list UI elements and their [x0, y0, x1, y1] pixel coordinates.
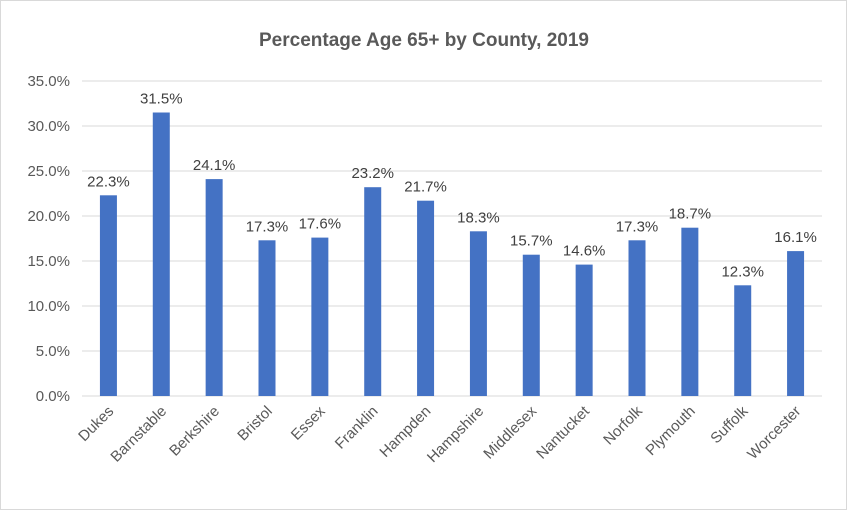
chart-title: Percentage Age 65+ by County, 2019: [259, 30, 589, 51]
x-category-label: Dukes: [75, 403, 117, 445]
x-category-label: Norfolk: [600, 402, 646, 448]
x-category-label: Barnstable: [107, 403, 170, 466]
data-label: 17.6%: [299, 216, 342, 233]
y-tick-label: 10.0%: [27, 298, 70, 315]
data-label: 15.7%: [510, 233, 553, 250]
x-category-label: Worcester: [744, 403, 804, 463]
x-category-label: Berkshire: [166, 403, 223, 460]
x-category-label: Bristol: [234, 403, 275, 444]
data-label: 24.1%: [193, 157, 236, 174]
bar-dukes: [99, 195, 117, 396]
bar-suffolk: [734, 285, 752, 396]
data-label: 31.5%: [140, 91, 183, 108]
bar-hampshire: [469, 231, 487, 396]
x-category-label: Hampshire: [424, 403, 487, 466]
y-tick-label: 25.0%: [27, 163, 70, 180]
data-label: 12.3%: [721, 263, 764, 280]
bar-bristol: [258, 240, 276, 396]
bar-barnstable: [152, 112, 170, 396]
bar-hampden: [417, 200, 435, 396]
bar-worcester: [787, 251, 805, 396]
bar-nantucket: [575, 264, 593, 396]
bar-berkshire: [205, 179, 223, 396]
x-category-label: Plymouth: [642, 403, 698, 459]
data-label: 22.3%: [87, 173, 130, 190]
y-tick-label: 5.0%: [36, 343, 70, 360]
data-label: 17.3%: [246, 218, 289, 235]
x-category-label: Nantucket: [533, 402, 593, 462]
x-category-label: Essex: [288, 402, 329, 443]
y-axis-ticks: 0.0% 5.0% 10.0% 15.0% 20.0% 25.0% 30.0% 35.0%: [27, 73, 70, 405]
y-tick-label: 0.0%: [36, 388, 70, 405]
bar-middlesex: [522, 254, 540, 396]
data-label: 23.2%: [351, 165, 394, 182]
y-tick-label: 20.0%: [27, 208, 70, 225]
x-category-label: Middlesex: [480, 402, 540, 462]
data-label: 16.1%: [774, 229, 817, 246]
bar-plymouth: [681, 227, 699, 396]
data-label: 18.3%: [457, 209, 500, 226]
data-label: 14.6%: [563, 243, 606, 260]
x-category-label: Suffolk: [707, 402, 752, 447]
data-label: 21.7%: [404, 179, 447, 196]
data-label: 18.7%: [669, 206, 712, 223]
bars: [99, 112, 805, 396]
y-tick-label: 15.0%: [27, 253, 70, 270]
data-labels: 22.3% 31.5% 24.1% 17.3% 17.6% 23.2% 21.7% 18.3%…: [87, 91, 817, 281]
y-tick-label: 30.0%: [27, 118, 70, 135]
y-tick-label: 35.0%: [27, 73, 70, 90]
gridlines: [82, 80, 822, 397]
bar-franklin: [364, 187, 382, 396]
bar-essex: [311, 237, 329, 396]
bar-norfolk: [628, 240, 646, 396]
x-category-label: Franklin: [332, 403, 382, 453]
data-label: 17.3%: [616, 218, 659, 235]
